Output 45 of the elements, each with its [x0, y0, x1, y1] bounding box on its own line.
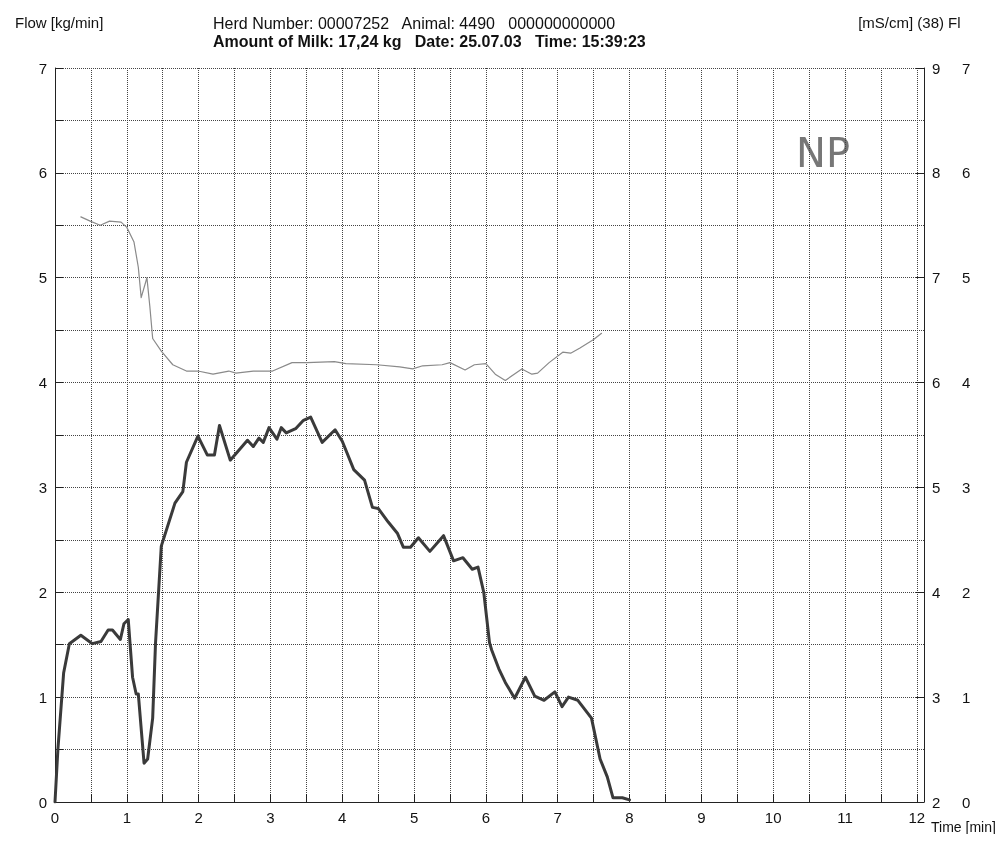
- y2-tick-label: 7: [932, 269, 941, 287]
- y-tick-label: 7: [38, 59, 47, 77]
- y3-tick-label: 7: [962, 59, 971, 77]
- y3-tick-label: 0: [962, 793, 971, 811]
- x-tick-label: 3: [266, 809, 275, 826]
- y2-tick-label: 3: [932, 688, 941, 706]
- y-tick-label: 5: [38, 269, 47, 287]
- x-tick-label: 1: [122, 809, 131, 826]
- y-tick-label: 1: [38, 688, 47, 706]
- y3-tick-label: 6: [962, 164, 971, 182]
- x-axis-title: Time [min]: [931, 819, 996, 835]
- y-tick-label: 2: [38, 583, 47, 601]
- y3-tick-label: 2: [962, 583, 971, 601]
- y-tick-label: 3: [38, 478, 47, 496]
- y3-tick-label: 5: [962, 269, 971, 287]
- chart-title: Herd Number: 00007252 Animal: 4490 000000000000: [213, 14, 616, 32]
- y3-tick-label: 4: [962, 374, 971, 392]
- x-tick-label: 2: [194, 809, 203, 826]
- x-tick-label: 11: [837, 809, 853, 826]
- x-tick-label: 4: [338, 809, 347, 826]
- y-axis-title: Flow [kg/min]: [15, 14, 104, 31]
- chart-subtitle: Amount of Milk: 17,24 kg Date: 25.07.03 Time: 15:39:23: [213, 32, 646, 50]
- line-series: [80, 216, 603, 382]
- y2-tick-label: 6: [932, 374, 941, 392]
- y-tick-label: 0: [38, 793, 47, 811]
- y3-tick-label: 3: [962, 478, 971, 496]
- annotation: NP: [795, 130, 850, 176]
- x-tick-label: 12: [908, 809, 926, 826]
- y-tick-label: 6: [38, 164, 47, 182]
- y2-tick-label: 9: [932, 59, 941, 77]
- y3-tick-label: 1: [962, 688, 971, 706]
- x-tick-label: 6: [481, 809, 491, 826]
- y3-axis-title: Fl: [948, 14, 961, 31]
- y2-tick-label: 8: [932, 164, 941, 182]
- x-tick-label: 9: [697, 809, 706, 826]
- y2-tick-label: 5: [932, 478, 941, 496]
- y2-tick-label: 2: [932, 793, 941, 811]
- x-tick-label: 0: [50, 809, 60, 826]
- x-tick-label: 7: [553, 809, 562, 826]
- y2-tick-label: 4: [932, 583, 941, 601]
- x-tick-label: 5: [409, 809, 419, 826]
- y-tick-label: 4: [38, 374, 47, 392]
- y2-axis-title: [mS/cm] (38): [858, 14, 944, 31]
- x-tick-label: 8: [625, 809, 634, 826]
- x-tick-label: 10: [764, 809, 782, 826]
